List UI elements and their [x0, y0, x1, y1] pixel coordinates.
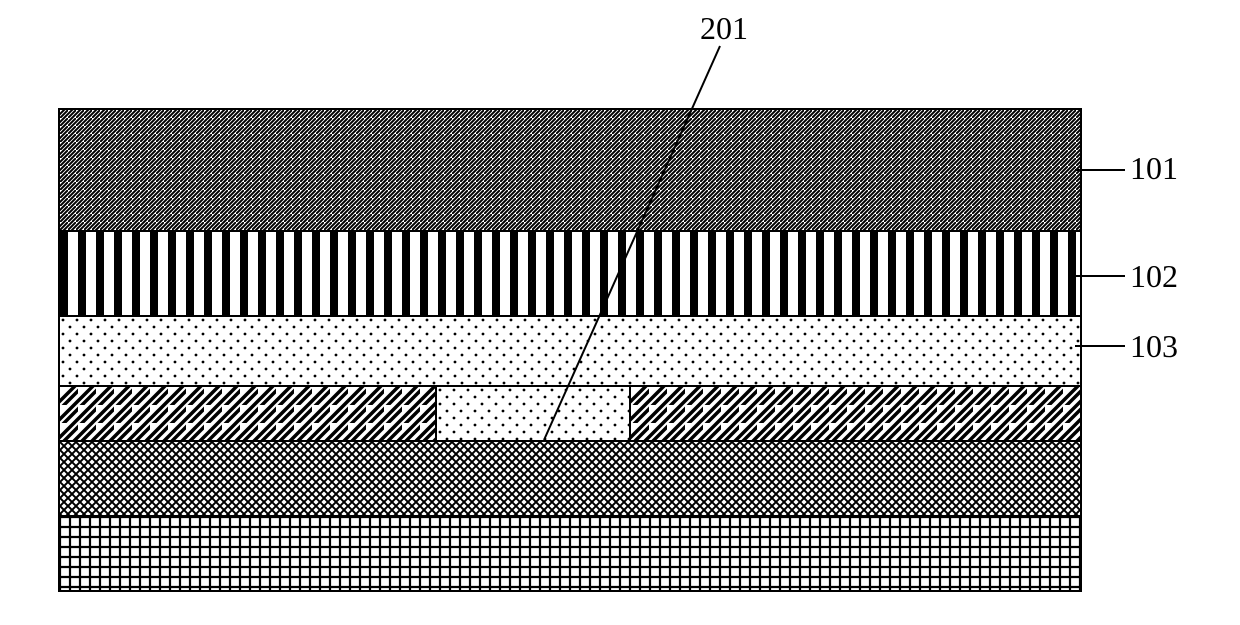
layer-4-seg-201: [437, 387, 631, 440]
callout-label-201: 201: [700, 10, 748, 47]
layer-4-seg-right: [631, 387, 1080, 440]
cross-section-diagram: [60, 110, 1080, 590]
layer-102: [60, 230, 1080, 315]
layer-5: [60, 440, 1080, 515]
layer-4-split: [60, 385, 1080, 440]
layer-101: [60, 110, 1080, 230]
layer-103: [60, 315, 1080, 385]
layer-6: [60, 515, 1080, 590]
layer-4-seg-left: [60, 387, 437, 440]
figure-canvas: 201 101 102 103: [0, 0, 1240, 625]
callout-label-103: 103: [1130, 328, 1178, 365]
callout-label-102: 102: [1130, 258, 1178, 295]
callout-label-101: 101: [1130, 150, 1178, 187]
